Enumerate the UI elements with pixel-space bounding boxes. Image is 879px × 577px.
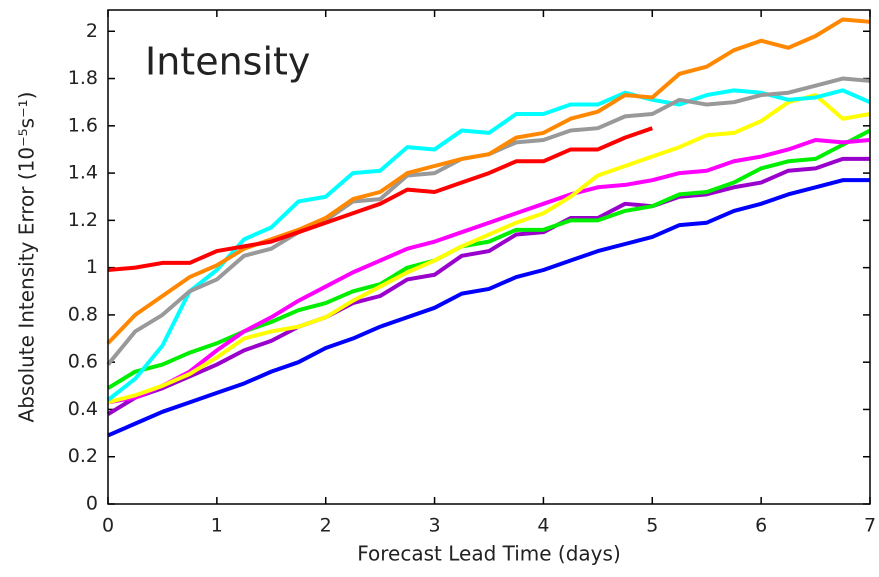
y-tick-label: 0.2 bbox=[68, 445, 98, 467]
series-line bbox=[107, 178, 870, 438]
series-line bbox=[106, 17, 871, 345]
y-tick-label: 1 bbox=[86, 256, 98, 278]
x-tick-label: 6 bbox=[755, 515, 767, 537]
y-axis-label: Absolute Intensity Error (10⁻⁵s⁻¹) bbox=[15, 92, 39, 423]
x-tick-label: 5 bbox=[646, 515, 658, 537]
x-tick-label: 2 bbox=[320, 515, 332, 537]
series-line bbox=[107, 93, 871, 405]
y-tick-label: 2 bbox=[86, 20, 98, 42]
y-tick-label: 1.6 bbox=[68, 114, 98, 136]
y-tick-label: 0.4 bbox=[68, 398, 98, 420]
x-axis-label: Forecast Lead Time (days) bbox=[357, 542, 621, 566]
plot-frame bbox=[107, 9, 871, 505]
y-tick-label: 0.6 bbox=[68, 351, 98, 373]
x-tick-label: 0 bbox=[102, 515, 114, 537]
x-tick-label: 3 bbox=[429, 515, 441, 537]
x-tick-label: 7 bbox=[864, 515, 876, 537]
y-tick-label: 1.2 bbox=[68, 209, 98, 231]
y-tick-label: 0.8 bbox=[68, 303, 98, 325]
series-line bbox=[106, 156, 870, 416]
series-line bbox=[107, 138, 871, 405]
x-tick-label: 1 bbox=[211, 515, 223, 537]
x-tick-label: 4 bbox=[537, 515, 549, 537]
y-tick-label: 0 bbox=[86, 493, 98, 515]
series-line bbox=[107, 126, 653, 272]
y-tick-label: 1.4 bbox=[68, 162, 98, 184]
annotation: Intensity bbox=[145, 40, 310, 84]
y-tick-label: 1.8 bbox=[68, 67, 98, 89]
series-line bbox=[106, 128, 871, 390]
